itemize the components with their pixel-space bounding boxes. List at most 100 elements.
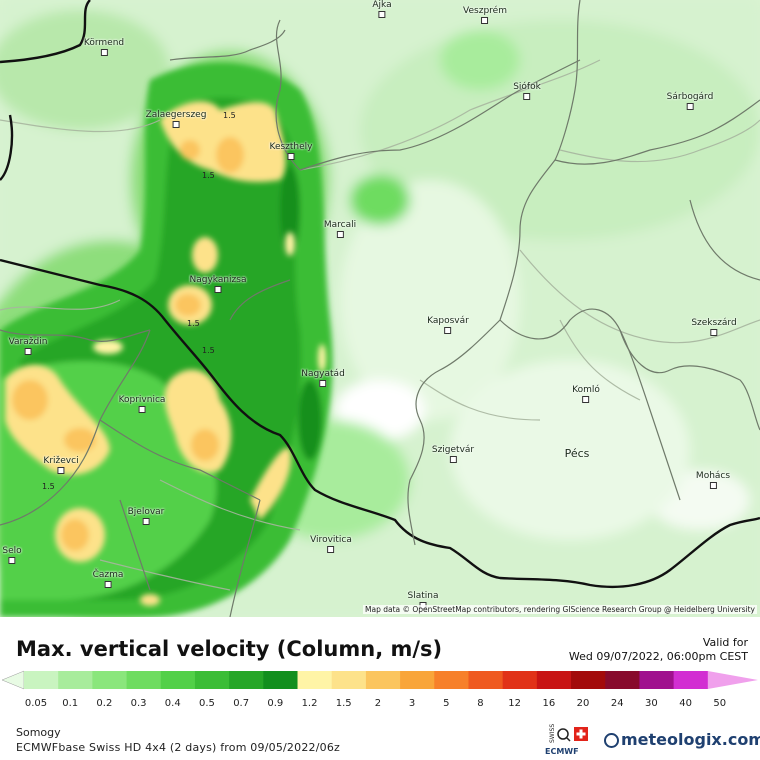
contour-label: 1.5 <box>223 111 236 120</box>
city-marker-icon <box>319 380 327 387</box>
scale-swatch <box>434 671 469 689</box>
scale-swatch <box>571 671 606 689</box>
contour-label: 1.5 <box>202 346 215 355</box>
scale-tick-label: 40 <box>679 698 692 709</box>
scale-swatch <box>536 671 572 689</box>
city-marcali: Marcali <box>324 220 356 238</box>
city-label: Bjelovar <box>127 507 165 517</box>
magnifier-icon <box>557 728 569 740</box>
city-marker-icon <box>481 17 489 24</box>
scale-tick-label: 30 <box>645 698 658 709</box>
scale-swatch <box>297 671 333 689</box>
model-badges: SWISS ECMWF <box>545 724 588 756</box>
city-szigetvár: Szigetvár <box>432 445 474 463</box>
city-label: Szekszárd <box>691 318 737 328</box>
city-marker-icon <box>523 93 531 100</box>
model-run-info: ECMWFbase Swiss HD 4x4 (2 days) from 09/… <box>16 741 340 754</box>
city-marker-icon <box>104 581 112 588</box>
region-name: Somogy <box>16 726 61 739</box>
scale-min-arrow <box>1 670 25 690</box>
city-label: Veszprém <box>463 6 507 16</box>
city-marker-icon <box>710 329 718 336</box>
city-label: Koprivnica <box>118 395 166 405</box>
map-canvas <box>0 0 760 617</box>
scale-swatch <box>673 671 709 689</box>
scale-swatch <box>365 671 401 689</box>
city-marker-icon <box>378 11 386 18</box>
map-attribution[interactable]: Map data © OpenStreetMap contributors, r… <box>363 605 757 614</box>
city-label: Zalaegerszeg <box>145 110 207 120</box>
city-marker-icon <box>24 348 32 355</box>
city-marker-icon <box>327 546 335 553</box>
city-varaždin: Varaždin <box>8 337 48 355</box>
scale-swatch <box>331 671 367 689</box>
scale-swatch <box>194 671 230 689</box>
city-label: Komló <box>572 385 600 395</box>
city-koprivnica: Koprivnica <box>118 395 166 413</box>
contour-label: 1.5 <box>187 319 200 328</box>
scale-swatch <box>24 671 59 689</box>
city-marker-icon <box>8 557 16 564</box>
city-label: Körmend <box>83 38 125 48</box>
city-križevci: Križevci <box>43 456 79 474</box>
city-veszprém: Veszprém <box>463 6 507 24</box>
city-marker-icon <box>57 467 65 474</box>
scale-swatch <box>160 671 196 689</box>
city-marker-icon <box>336 231 344 238</box>
city-marker-icon <box>138 406 146 413</box>
city-szekszárd: Szekszárd <box>691 318 737 336</box>
city-bjelovar: Bjelovar <box>127 507 165 525</box>
city-kaposvár: Kaposvár <box>427 316 469 334</box>
city-nagykanizsa: Nagykanizsa <box>190 275 247 293</box>
city-zalaegerszeg: Zalaegerszeg <box>145 110 207 128</box>
color-scale <box>1 670 758 690</box>
scale-swatch <box>58 671 93 689</box>
city-label: Ajka <box>372 0 392 10</box>
scale-tick-label: 0.7 <box>233 698 250 709</box>
city-label: Čazma <box>92 570 124 580</box>
scale-tick-label: 1.5 <box>335 698 352 709</box>
city-pécs: Pécs <box>565 447 590 460</box>
city-virovitica: Virovitica <box>310 535 352 553</box>
city-label: Sárbogárd <box>666 92 714 102</box>
weather-map[interactable]: Ajka Veszprém Körmend Siófok Sárbogárd Zalaeg… <box>0 0 760 617</box>
contour-label: 1.5 <box>202 171 215 180</box>
city-label: Varaždin <box>8 337 48 347</box>
scale-tick-label: 0.2 <box>96 698 113 709</box>
city-marker-icon <box>172 121 180 128</box>
city-label: Slatina <box>407 591 439 601</box>
scale-tick-label: 20 <box>576 698 590 709</box>
scale-tick-label: 16 <box>542 698 556 709</box>
city-marker-icon <box>100 49 108 56</box>
scale-swatch <box>605 671 640 689</box>
city-marker-icon <box>287 153 295 160</box>
city-label: Virovitica <box>310 535 352 545</box>
valid-time: Wed 09/07/2022, 06:00pm CEST <box>568 650 748 663</box>
scale-swatch <box>400 671 435 689</box>
meteologix-logo-icon <box>604 733 619 748</box>
city-selo: Selo <box>2 546 22 564</box>
city-siófok: Siófok <box>513 82 541 100</box>
rivers <box>0 59 760 591</box>
velocity-cells <box>5 101 326 606</box>
city-ajka: Ajka <box>372 0 392 18</box>
scale-tick-label: 0.9 <box>267 698 284 709</box>
city-mohács: Mohács <box>696 471 730 489</box>
city-label: Nagykanizsa <box>189 275 247 285</box>
brand-logo[interactable]: meteologix.com <box>604 730 760 749</box>
city-label: Szigetvár <box>431 445 475 455</box>
city-label: Križevci <box>43 456 79 466</box>
scale-tick-label: 0.05 <box>24 698 48 709</box>
scale-max-arrow <box>707 671 758 689</box>
brand-name: meteologix.com <box>621 730 760 749</box>
scale-tick-label: 50 <box>713 698 727 709</box>
city-körmend: Körmend <box>84 38 124 56</box>
city-marker-icon <box>686 103 694 110</box>
scale-swatch <box>126 671 162 689</box>
scale-tick-label: 0.4 <box>164 698 181 709</box>
city-label: Marcali <box>323 220 357 230</box>
scale-tick-label: 3 <box>408 698 416 709</box>
city-marker-icon <box>582 396 590 403</box>
scale-swatch <box>92 671 128 689</box>
scale-swatch <box>468 671 504 689</box>
